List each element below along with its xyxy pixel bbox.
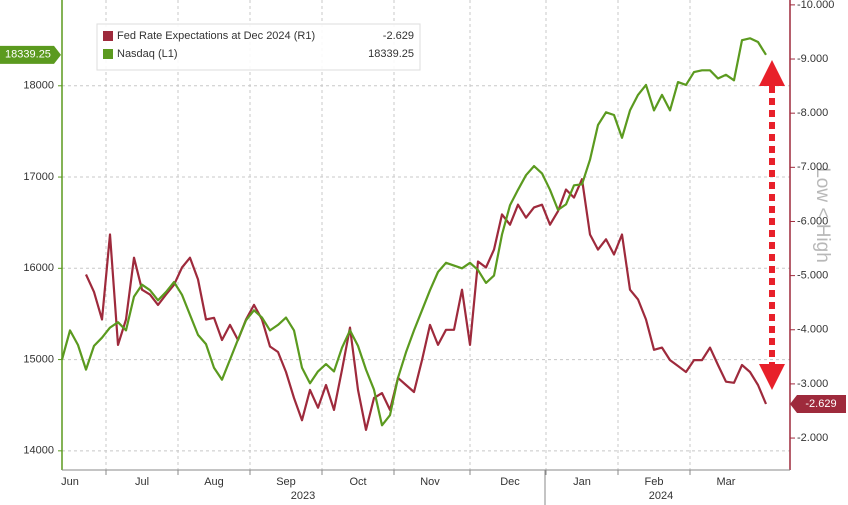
y-tick-label: 14000 xyxy=(23,445,54,457)
x-tick-label: Jun xyxy=(61,476,79,488)
x-tick-label: Jan xyxy=(573,476,591,488)
legend-box xyxy=(96,23,421,71)
y-tick-label: 15000 xyxy=(23,353,54,365)
series-line xyxy=(85,178,768,431)
value-tag-label: -2.629 xyxy=(805,398,836,410)
range-arrow xyxy=(759,60,785,390)
x-tick-label: Feb xyxy=(645,476,664,488)
lines xyxy=(60,37,768,431)
legend-label: Nasdaq (L1) xyxy=(117,48,178,60)
x-tick-label: Oct xyxy=(349,476,366,488)
annotation: Low < High xyxy=(812,167,833,263)
y2-tick-label: -4.000 xyxy=(797,324,828,336)
y2-tick-label: -3.000 xyxy=(797,378,828,390)
y2-tick-label: -6.000 xyxy=(797,215,828,227)
x-tick-label: Jul xyxy=(135,476,149,488)
legend-value: 18339.25 xyxy=(368,48,414,60)
value-tag-label: 18339.25 xyxy=(5,49,51,61)
y2-tick-label: -2.000 xyxy=(797,432,828,444)
legend-label: Fed Rate Expectations at Dec 2024 (R1) xyxy=(117,30,315,42)
y2-tick-label: -7.000 xyxy=(797,161,828,173)
y-tick-label: 16000 xyxy=(23,262,54,274)
y-tick-label: 18000 xyxy=(23,80,54,92)
y2-tick-label: -10.000 xyxy=(797,0,834,11)
x-tick-label: Sep xyxy=(276,476,296,488)
legend-swatch xyxy=(103,31,113,41)
y2-tick-label: -5.000 xyxy=(797,270,828,282)
legend-value: -2.629 xyxy=(383,30,414,42)
y2-tick-label: -9.000 xyxy=(797,53,828,65)
x-tick-label: Nov xyxy=(420,476,440,488)
x-tick-label: Mar xyxy=(717,476,736,488)
value-tag xyxy=(790,394,846,413)
year-label: 2023 xyxy=(291,490,315,502)
year-label: 2024 xyxy=(649,490,673,502)
arrow-head xyxy=(759,364,785,390)
legend: Fed Rate Expectations at Dec 2024 (R1) -2… xyxy=(96,23,421,71)
y2-tick-label: -8.000 xyxy=(797,107,828,119)
series-line xyxy=(60,37,767,427)
arrow-head xyxy=(759,60,785,86)
value-tag xyxy=(0,45,61,64)
legend-swatch xyxy=(103,49,113,59)
y-tick-label: 17000 xyxy=(23,171,54,183)
x-tick-label: Aug xyxy=(204,476,224,488)
x-tick-label: Dec xyxy=(500,476,520,488)
